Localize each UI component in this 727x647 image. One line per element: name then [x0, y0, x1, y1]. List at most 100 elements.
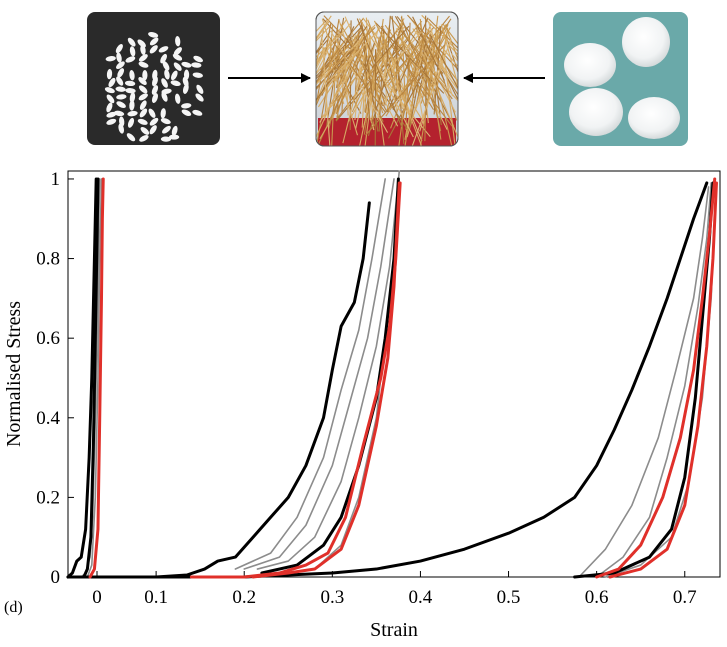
rice-grain: [127, 117, 135, 128]
rice-grain: [171, 125, 178, 136]
wooden-stick: [410, 38, 452, 146]
wooden-stick: [316, 18, 328, 107]
wooden-stick: [316, 50, 328, 140]
rice-grain: [175, 36, 181, 47]
series-line-red: [88, 177, 105, 579]
rice-grain: [116, 94, 127, 100]
x-tick-label: 0.3: [320, 587, 344, 608]
wooden-stick: [397, 34, 436, 92]
rice-grain: [106, 68, 113, 80]
rice-grain: [118, 123, 124, 134]
rice-grain: [129, 46, 136, 57]
wooden-stick: [426, 15, 439, 108]
wooden-stick: [421, 14, 458, 92]
rice-grain: [116, 61, 125, 69]
rice-grain: [151, 85, 159, 95]
wooden-stick: [385, 52, 431, 146]
wooden-stick: [343, 45, 349, 116]
cotton-balls-photo: [553, 12, 688, 146]
wooden-stick: [400, 34, 425, 125]
x-tick-label: 0.1: [144, 587, 168, 608]
wooden-stick: [351, 29, 392, 113]
series-line-gray: [234, 178, 386, 570]
x-tick-label: 0.5: [497, 587, 521, 608]
series-line-gray: [86, 178, 103, 578]
rice-grain: [162, 61, 170, 71]
x-tick-label: 0.7: [673, 587, 697, 608]
wooden-stick: [386, 50, 402, 111]
series-group: [66, 170, 718, 579]
wooden-stick: [429, 33, 458, 93]
series-line-gray: [578, 186, 710, 578]
series-line-red: [608, 181, 718, 579]
wooden-stick: [316, 15, 332, 84]
wooden-stick: [391, 15, 402, 93]
wooden-stick: [316, 25, 368, 107]
wooden-stick: [316, 30, 331, 79]
wooden-stick: [386, 15, 391, 69]
rice-grain: [138, 54, 148, 62]
rice-grain: [148, 108, 156, 118]
rice-grain: [149, 125, 157, 135]
rice-grain: [106, 118, 117, 125]
wooden-stick: [316, 21, 330, 91]
series-line-gray: [256, 170, 401, 570]
rice-grain: [149, 45, 158, 54]
wooden-stick: [373, 20, 401, 73]
x-tick-label: 0.4: [409, 587, 433, 608]
rice-grain: [148, 32, 159, 38]
rice-grain: [137, 118, 148, 125]
wooden-stick: [390, 44, 453, 127]
wooden-stick: [412, 16, 445, 81]
rice-grain: [126, 133, 136, 142]
rice-grain: [138, 93, 148, 101]
series-line-black: [66, 201, 371, 579]
wooden-stick: [450, 53, 458, 134]
rice-grain: [182, 83, 189, 94]
x-tick-label: 0.6: [585, 587, 609, 608]
rice-grain: [158, 46, 169, 53]
rice-grain: [172, 53, 183, 61]
rice-grain: [139, 108, 148, 118]
rice-grain: [127, 110, 138, 117]
rice-grain: [192, 109, 203, 116]
rice-grain: [160, 118, 171, 125]
wooden-stick: [419, 47, 458, 146]
rice-grain: [149, 37, 159, 46]
wooden-stick: [335, 44, 352, 101]
rice-grain: [117, 68, 125, 78]
stress-strain-chart: 0 0.1 0.2 0.3 0.4 0.5 0.6 0.7 0 0.2 0.4 0.6 0.8 1 St…: [3, 169, 721, 641]
rice-grain: [138, 85, 148, 94]
wooden-stick: [356, 18, 403, 128]
wooden-stick: [330, 30, 389, 133]
wooden-stick: [316, 51, 329, 146]
panel-label: (d): [4, 599, 23, 616]
wooden-stick: [316, 32, 341, 99]
series-line-gray: [595, 182, 712, 578]
x-axis: 0 0.1 0.2 0.3 0.4 0.5 0.6 0.7: [92, 571, 697, 608]
rice-grain: [174, 93, 181, 104]
rice-grain: [125, 88, 136, 94]
rice-grain: [124, 80, 136, 87]
x-tick-label: 0.2: [232, 587, 256, 608]
y-axis: 0 0.2 0.4 0.6 0.8 1: [36, 169, 74, 588]
wooden-stick: [362, 38, 414, 138]
wooden-stick: [316, 48, 355, 130]
series-line-black: [66, 181, 709, 579]
rice-grain: [106, 94, 115, 104]
series-line-black: [66, 177, 98, 579]
y-tick-label: 1: [51, 169, 61, 190]
rice-grain: [195, 93, 204, 102]
rice-grains-photo: [87, 12, 220, 145]
rice-grain: [115, 44, 123, 54]
wooden-stick: [342, 37, 370, 144]
rice-grain: [196, 84, 204, 94]
wooden-stick: [446, 28, 458, 130]
wooden-stick: [428, 18, 458, 77]
wooden-stick: [428, 22, 454, 97]
series-line-gray: [243, 178, 395, 570]
rice-grain: [161, 78, 168, 88]
wooden-stick: [380, 25, 434, 111]
rice-grain: [168, 134, 180, 140]
